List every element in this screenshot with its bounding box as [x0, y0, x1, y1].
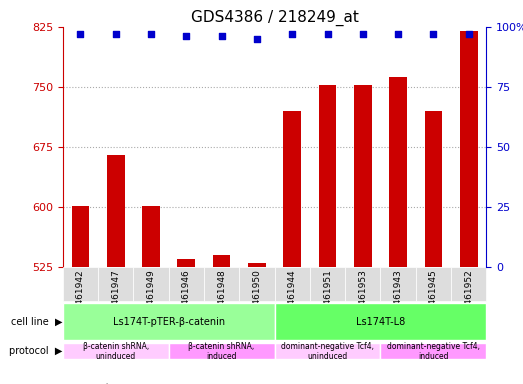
- Point: [218, 33, 226, 40]
- Text: protocol  ▶: protocol ▶: [9, 346, 63, 356]
- FancyBboxPatch shape: [310, 267, 345, 301]
- Bar: [460, 31, 477, 267]
- FancyBboxPatch shape: [275, 303, 486, 341]
- Title: GDS4386 / 218249_at: GDS4386 / 218249_at: [191, 9, 358, 25]
- FancyBboxPatch shape: [204, 267, 240, 301]
- Point: [253, 36, 261, 42]
- Text: GSM461945: GSM461945: [429, 269, 438, 324]
- FancyBboxPatch shape: [381, 343, 486, 359]
- FancyBboxPatch shape: [63, 303, 275, 341]
- FancyBboxPatch shape: [168, 267, 204, 301]
- FancyBboxPatch shape: [275, 267, 310, 301]
- FancyBboxPatch shape: [240, 267, 275, 301]
- FancyBboxPatch shape: [451, 267, 486, 301]
- FancyBboxPatch shape: [168, 343, 275, 359]
- Point: [464, 31, 473, 37]
- Text: β-catenin shRNA,
induced: β-catenin shRNA, induced: [188, 342, 255, 361]
- Bar: [177, 258, 195, 267]
- Point: [429, 31, 438, 37]
- Bar: [389, 78, 407, 267]
- Text: cell line  ▶: cell line ▶: [12, 317, 63, 327]
- Point: [323, 31, 332, 37]
- Text: GSM461947: GSM461947: [111, 269, 120, 324]
- Text: GSM461943: GSM461943: [394, 269, 403, 324]
- Text: GSM461946: GSM461946: [182, 269, 191, 324]
- Point: [76, 31, 85, 37]
- FancyBboxPatch shape: [416, 267, 451, 301]
- Text: dominant-negative Tcf4,
uninduced: dominant-negative Tcf4, uninduced: [281, 342, 374, 361]
- FancyBboxPatch shape: [345, 267, 381, 301]
- FancyBboxPatch shape: [98, 267, 133, 301]
- Text: GSM461950: GSM461950: [253, 269, 262, 324]
- Text: GSM461948: GSM461948: [217, 269, 226, 324]
- Bar: [142, 206, 160, 267]
- FancyBboxPatch shape: [63, 343, 168, 359]
- Point: [111, 31, 120, 37]
- Text: GSM461949: GSM461949: [146, 269, 155, 324]
- Text: Ls174T-pTER-β-catenin: Ls174T-pTER-β-catenin: [112, 317, 225, 327]
- Text: GSM461944: GSM461944: [288, 269, 297, 324]
- Text: β-catenin shRNA,
uninduced: β-catenin shRNA, uninduced: [83, 342, 149, 361]
- FancyBboxPatch shape: [133, 267, 168, 301]
- Legend: count, percentile rank within the sample: count, percentile rank within the sample: [67, 379, 251, 384]
- Text: Ls174T-L8: Ls174T-L8: [356, 317, 405, 327]
- Bar: [107, 155, 124, 267]
- Bar: [283, 111, 301, 267]
- Point: [147, 31, 155, 37]
- Bar: [425, 111, 442, 267]
- FancyBboxPatch shape: [381, 267, 416, 301]
- Text: GSM461953: GSM461953: [358, 269, 367, 324]
- Bar: [248, 263, 266, 267]
- Point: [394, 31, 402, 37]
- Text: GSM461952: GSM461952: [464, 269, 473, 324]
- Bar: [354, 85, 372, 267]
- Bar: [213, 255, 231, 267]
- Point: [359, 31, 367, 37]
- FancyBboxPatch shape: [275, 343, 381, 359]
- Bar: [319, 85, 336, 267]
- Point: [182, 33, 190, 40]
- Text: GSM461951: GSM461951: [323, 269, 332, 324]
- Bar: [72, 207, 89, 267]
- Text: GSM461942: GSM461942: [76, 269, 85, 324]
- Point: [288, 31, 297, 37]
- FancyBboxPatch shape: [63, 267, 98, 301]
- Text: dominant-negative Tcf4,
induced: dominant-negative Tcf4, induced: [387, 342, 480, 361]
